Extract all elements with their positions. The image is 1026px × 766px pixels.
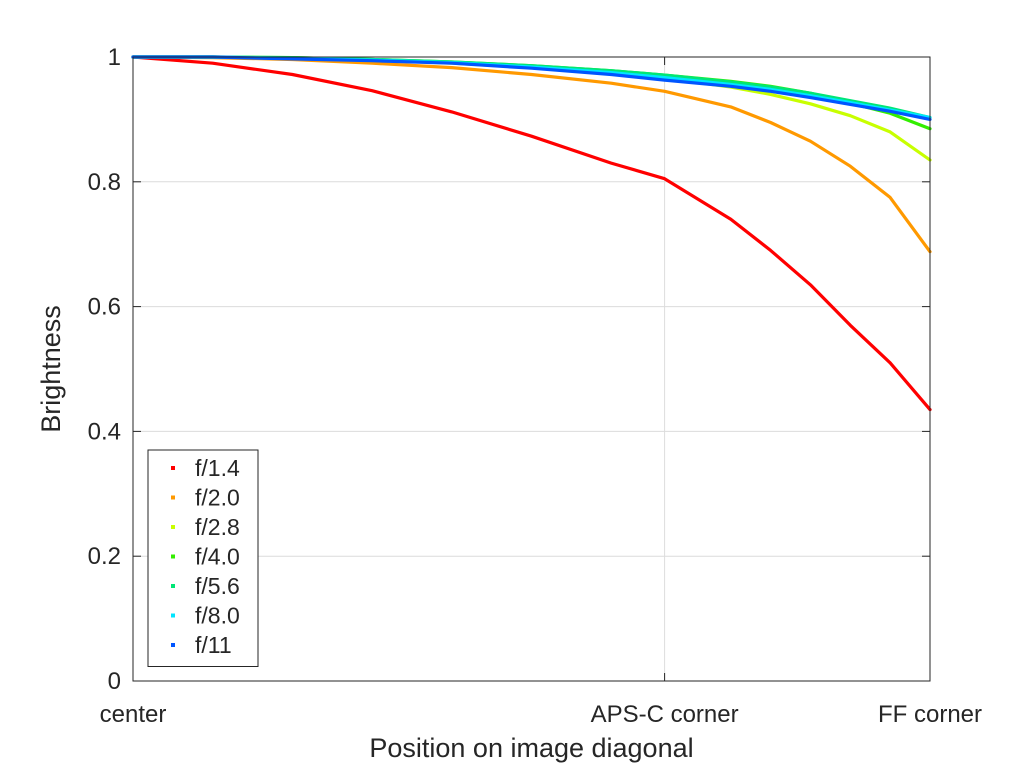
legend-marker [171, 466, 175, 470]
axis-ticks: 0 0.2 0.4 0.6 0.8 1 center APS-C corner FF corne… [88, 44, 982, 728]
legend-label: f/11 [195, 632, 232, 658]
gridlines [133, 57, 930, 681]
legend-marker [171, 643, 175, 647]
legend-marker [171, 525, 175, 529]
y-tick-label: 1 [108, 44, 121, 71]
legend-marker [171, 584, 175, 588]
y-tick-label: 0.8 [88, 169, 121, 196]
plot-series [131, 55, 932, 412]
series-line-f-11 [131, 55, 932, 122]
legend-label: f/1.4 [195, 455, 240, 481]
x-tick-label: APS-C corner [591, 701, 739, 728]
legend-label: f/2.0 [195, 485, 240, 511]
legend-marker [171, 613, 175, 618]
legend-label: f/2.8 [195, 514, 240, 540]
legend-marker [171, 554, 175, 559]
legend-box [147, 449, 259, 667]
legend: f/1.4 f/2.0 f/2.8 f/4.0 f/5.6 f/8.0 f/11 [147, 449, 259, 667]
legend-label: f/4.0 [195, 544, 240, 570]
legend-marker [171, 495, 175, 500]
y-tick-label: 0 [108, 668, 121, 695]
x-axis-title: Position on image diagonal [369, 733, 693, 763]
y-axis-title: Brightness [36, 305, 66, 433]
legend-label: f/8.0 [195, 603, 240, 629]
y-tick-label: 0.6 [88, 294, 121, 321]
plot-area-frame [132, 56, 931, 682]
y-tick-label: 0.4 [88, 418, 121, 445]
legend-label: f/5.6 [195, 573, 240, 599]
x-tick-label: center [100, 701, 167, 728]
series-line-f-1-4 [131, 55, 932, 412]
x-tick-label: FF corner [878, 701, 982, 728]
y-tick-label: 0.2 [88, 543, 121, 570]
